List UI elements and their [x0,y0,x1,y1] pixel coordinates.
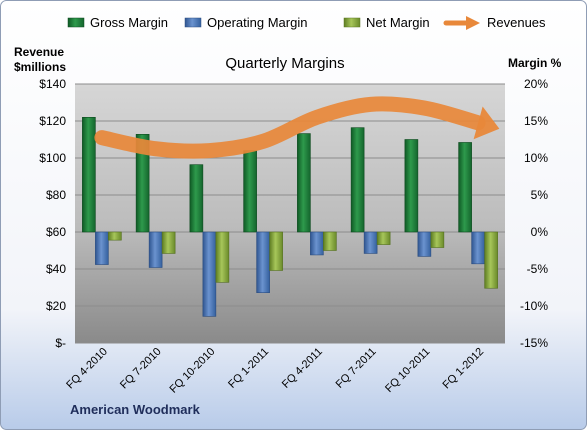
legend-arrow-revenues [443,16,480,30]
right-axis-ticks: -15% -10% -5% 0% 5% 10% 15% 20% [520,77,548,350]
operating-margin-bar [363,231,378,254]
operating-margin-bar [95,231,109,265]
gross-margin-bar [404,139,419,233]
legend-label-net: Net Margin [366,15,430,30]
legend-swatch-net [343,17,361,28]
net-margin-bar [269,231,283,271]
operating-margin-bar [417,231,432,257]
right-axis-title: Margin % [508,56,562,70]
gross-margin-bar [135,134,150,233]
gross-margin-bar [297,133,311,233]
net-margin-bar [430,231,445,248]
left-tick-label: $80 [46,188,66,202]
company-name: American Woodmark [70,402,201,417]
left-tick-label: $40 [46,262,66,276]
legend-swatch-gross [67,17,85,28]
right-tick-label: 0% [531,225,549,239]
right-tick-label: -5% [527,262,549,276]
revenues-arrowhead [473,106,500,140]
left-axis-title-line1: Revenue [14,45,64,59]
left-axis-title-line2: $millions [14,60,66,74]
chart-title: Quarterly Margins [225,55,344,72]
gross-margin-bar [82,117,96,233]
operating-margin-bar [310,231,324,256]
operating-margin-bar [202,231,217,317]
net-margin-bar [108,231,122,241]
net-margin-bar [484,231,498,289]
revenue-line-group [94,96,500,159]
legend-label-revenues: Revenues [487,15,546,30]
net-margin-bar [215,231,230,283]
left-tick-label: $20 [46,299,66,313]
left-tick-label: $60 [46,225,66,239]
operating-margin-bar [256,231,270,293]
operating-margin-bar [148,231,163,268]
legend: Gross Margin Operating Margin Net Margin… [67,15,546,30]
operating-margin-bar [471,231,485,265]
right-tick-label: 15% [524,114,548,128]
gross-margin-bar [350,127,365,233]
legend-label-gross: Gross Margin [90,15,168,30]
right-tick-label: 10% [524,151,548,165]
right-tick-label: 5% [531,188,549,202]
net-margin-bar [161,231,176,254]
left-tick-label: $120 [39,114,66,128]
revenues-line [94,96,486,159]
gross-margin-bar [243,150,257,233]
gross-margin-bar [458,142,472,233]
right-tick-label: -10% [520,299,548,313]
right-tick-label: -15% [520,336,548,350]
right-tick-label: 20% [524,77,548,91]
legend-swatch-operating [184,17,202,28]
left-axis-ticks: $- $20 $40 $60 $80 $100 $120 $140 [39,77,66,350]
left-tick-label: $- [55,336,66,350]
bars-group [82,117,498,317]
net-margin-bar [323,231,337,251]
left-tick-label: $100 [39,151,66,165]
net-margin-bar [376,231,391,245]
legend-label-operating: Operating Margin [207,15,307,30]
gross-margin-bar [189,164,204,233]
left-tick-label: $140 [39,77,66,91]
